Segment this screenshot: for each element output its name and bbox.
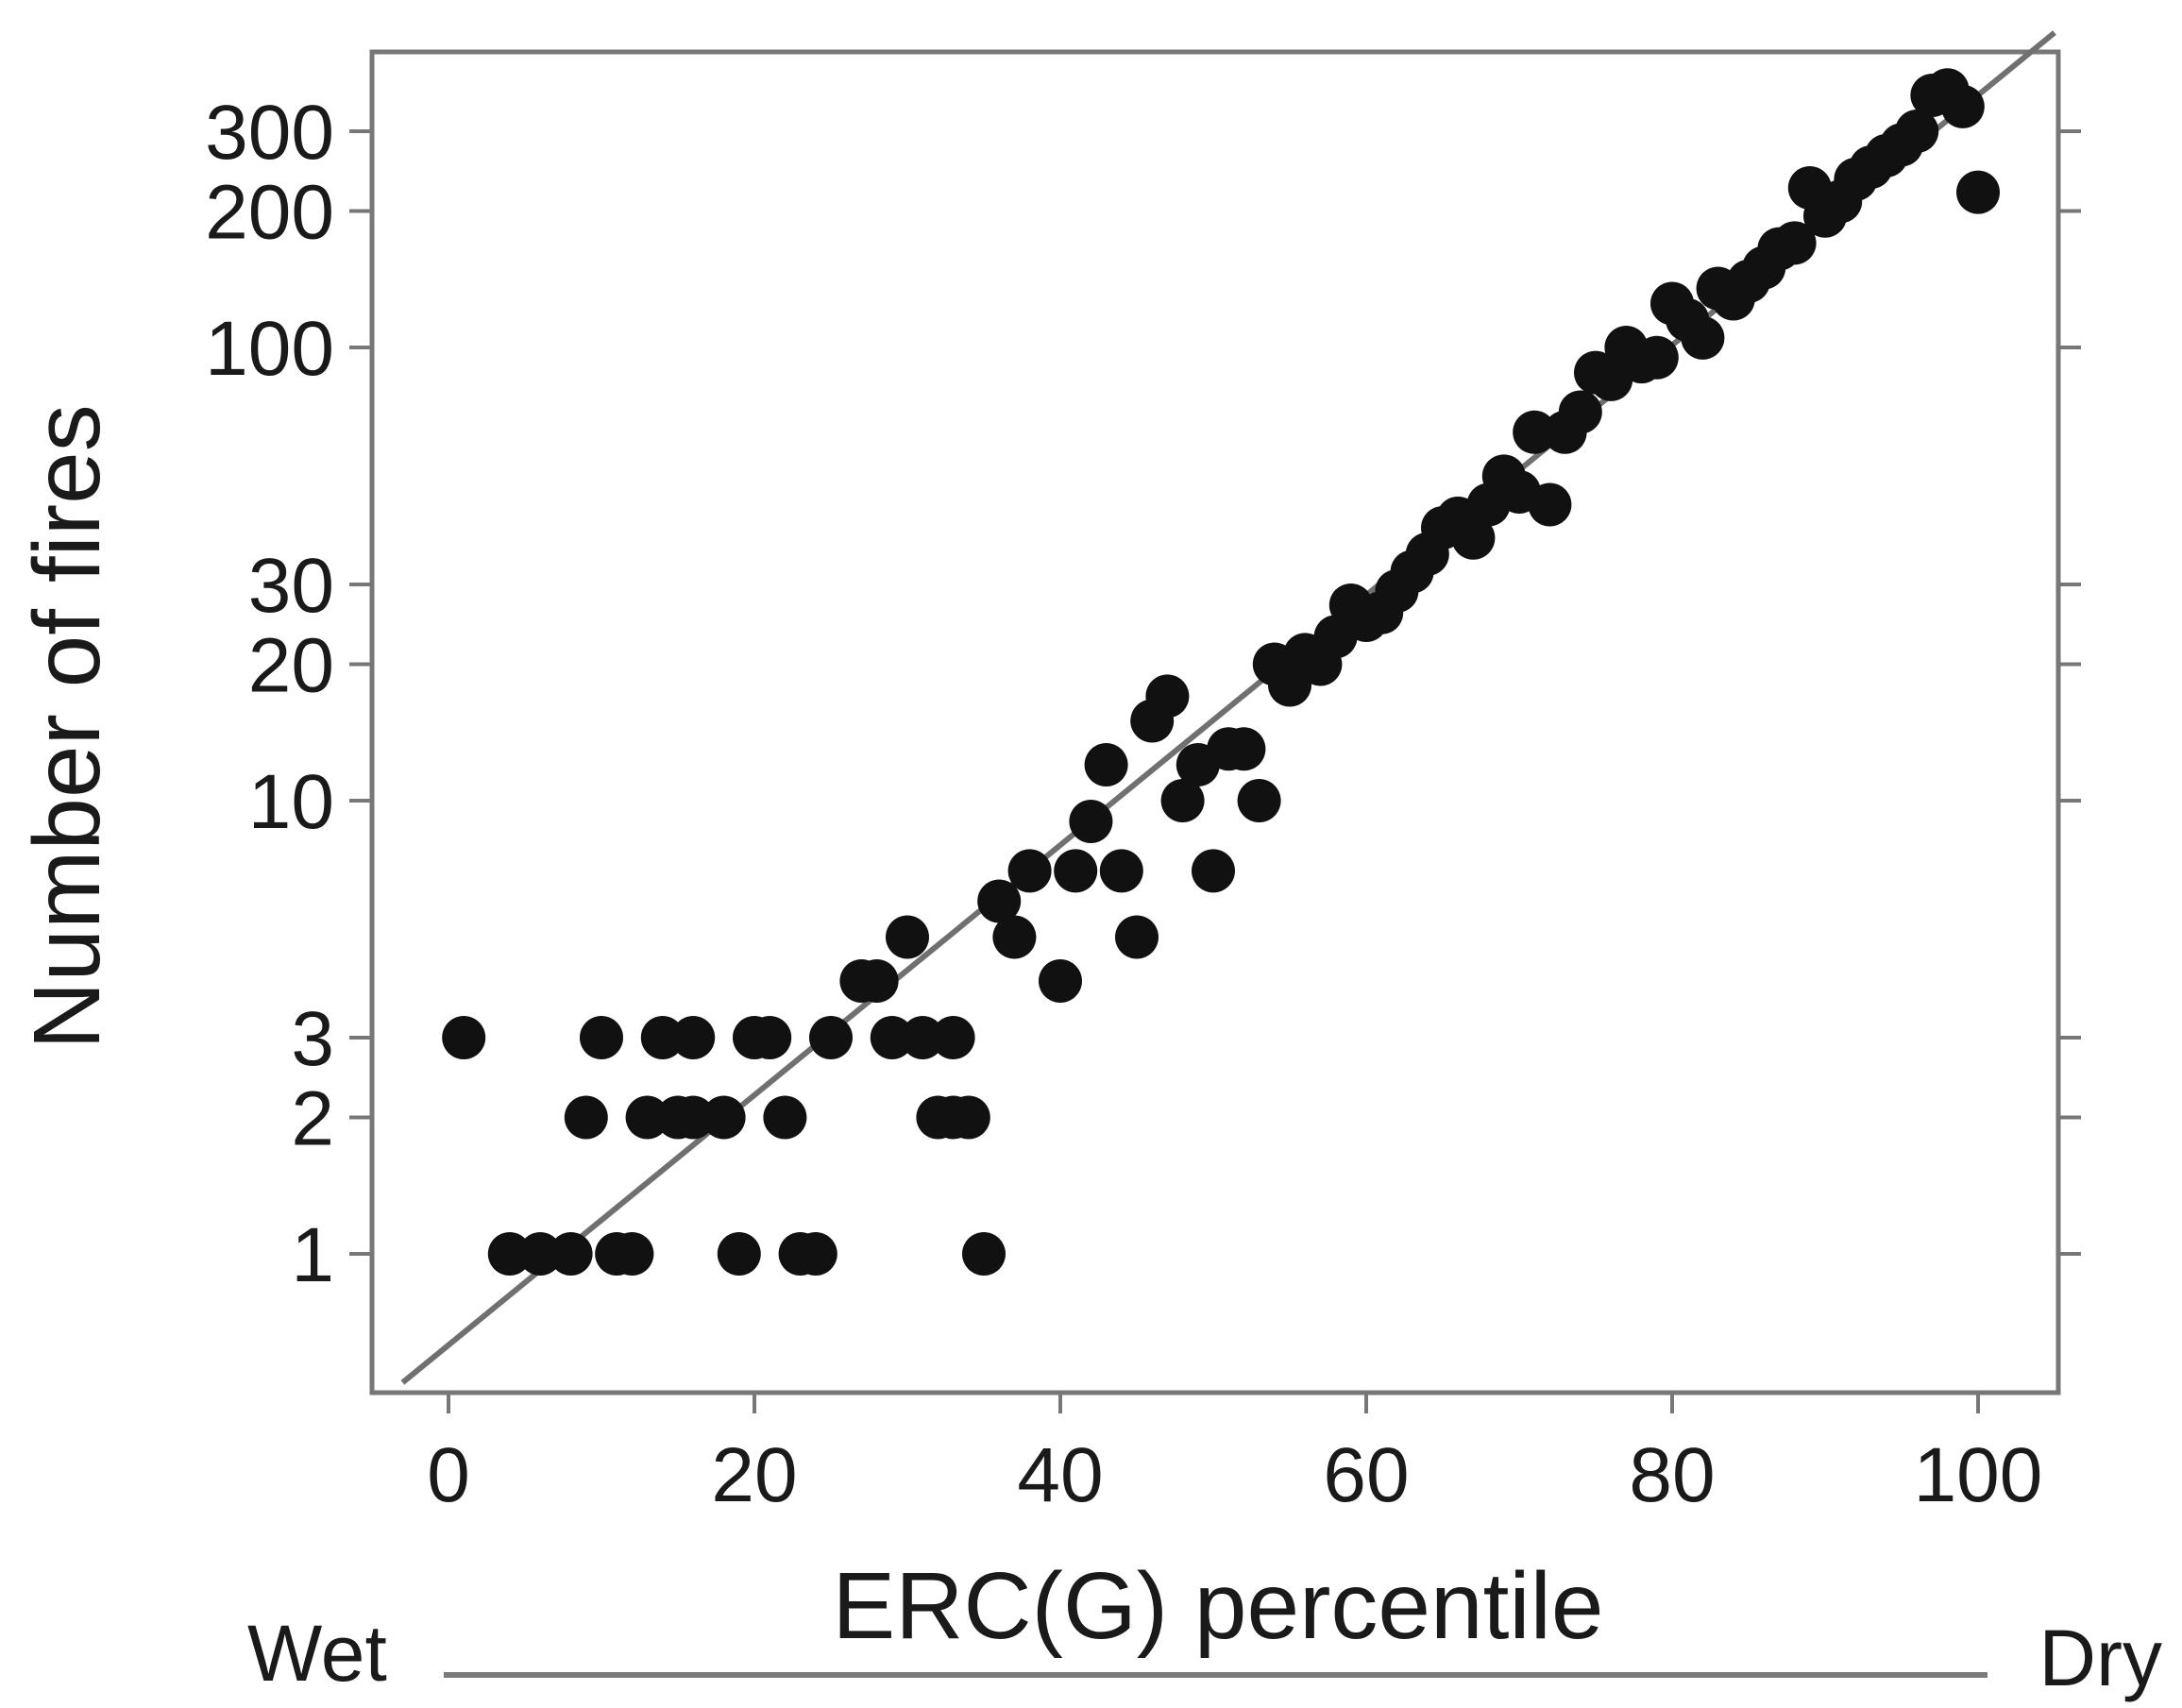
data-point (1940, 84, 1985, 128)
data-point (549, 1232, 593, 1276)
data-point (1099, 849, 1143, 893)
data-point (977, 879, 1022, 923)
data-point (487, 1232, 532, 1276)
y-tick-label: 200 (205, 170, 334, 256)
data-point (671, 1015, 716, 1059)
data-point (1634, 335, 1679, 380)
x-tick-label: 100 (1914, 1432, 2043, 1518)
data-point (1039, 959, 1082, 1004)
data-point (854, 959, 899, 1004)
data-point (1772, 221, 1817, 265)
data-point (717, 1232, 761, 1276)
x-tick-label: 0 (427, 1432, 470, 1518)
data-point (1528, 482, 1572, 527)
data-point (793, 1232, 837, 1276)
data-point (809, 1015, 853, 1059)
data-point (1222, 727, 1266, 771)
x-tick-label: 60 (1323, 1432, 1409, 1518)
y-tick-label: 300 (205, 90, 334, 176)
data-point (870, 1015, 914, 1059)
data-point (625, 1095, 669, 1140)
data-point (671, 1095, 716, 1140)
y-tick-label: 10 (248, 759, 334, 845)
data-point (962, 1232, 1006, 1276)
data-point (1160, 779, 1205, 822)
x-tick-label: 20 (711, 1432, 797, 1518)
y-tick-label: 3 (291, 996, 334, 1082)
data-point (1451, 516, 1496, 560)
data-point (1007, 849, 1052, 893)
data-point (1069, 799, 1113, 843)
data-point (1681, 315, 1725, 360)
wet-label: Wet (247, 1609, 387, 1698)
y-tick-label: 1 (291, 1212, 334, 1298)
data-point (992, 915, 1037, 959)
data-point (1558, 390, 1602, 434)
y-tick-label: 20 (248, 623, 334, 709)
data-point (1237, 779, 1281, 822)
data-point (564, 1095, 608, 1140)
data-point (518, 1232, 563, 1276)
y-tick-label: 100 (205, 306, 334, 392)
data-point (763, 1095, 807, 1140)
x-tick-label: 40 (1017, 1432, 1103, 1518)
data-point (1115, 915, 1159, 959)
y-tick-label: 30 (248, 543, 334, 629)
data-point (1054, 849, 1098, 893)
data-point (1145, 674, 1190, 719)
x-axis-title: ERC(G) percentile (833, 1553, 1604, 1659)
data-point (946, 1095, 990, 1140)
data-point (580, 1015, 623, 1059)
y-tick-label: 2 (291, 1076, 334, 1162)
data-point (640, 1015, 685, 1059)
plot-frame (369, 49, 2061, 1395)
data-point (1513, 410, 1557, 454)
data-point (748, 1015, 792, 1059)
data-point (886, 915, 929, 959)
data-point (442, 1015, 486, 1059)
data-point (901, 1015, 945, 1059)
data-point (1084, 742, 1128, 786)
data-point (702, 1095, 746, 1140)
data-point (1192, 849, 1235, 893)
data-point (1956, 170, 2000, 214)
data-point (610, 1232, 654, 1276)
x-tick-label: 80 (1629, 1432, 1715, 1518)
data-point (931, 1015, 975, 1059)
dry-label: Dry (2038, 1614, 2162, 1702)
y-axis-title: Number of fires (14, 404, 120, 1050)
data-point (1895, 109, 1939, 153)
